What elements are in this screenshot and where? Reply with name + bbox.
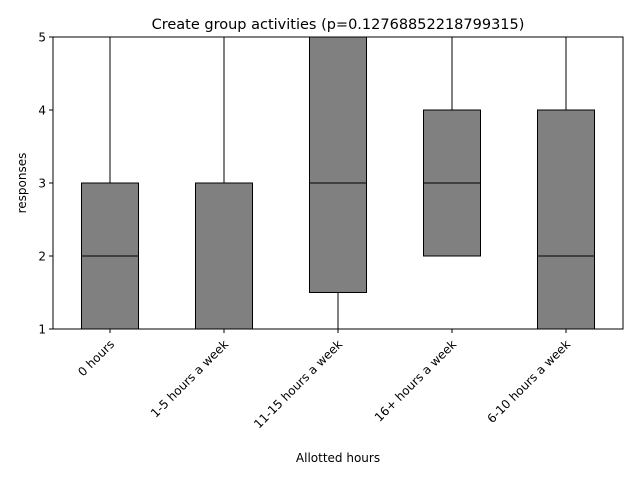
y-tick-label: 4	[38, 104, 46, 118]
x-axis-label: Allotted hours	[296, 451, 380, 465]
chart-title: Create group activities (p=0.12768852218…	[152, 17, 525, 33]
y-tick-label: 1	[38, 323, 46, 337]
box-1	[195, 182, 253, 330]
box-4	[537, 109, 595, 330]
y-axis-label: responses	[15, 153, 29, 214]
plot-frame	[52, 36, 624, 330]
y-tick-label: 5	[38, 31, 46, 45]
y-tick-label: 3	[38, 177, 46, 191]
y-tick-label: 2	[38, 250, 46, 264]
box-2	[309, 36, 367, 293]
